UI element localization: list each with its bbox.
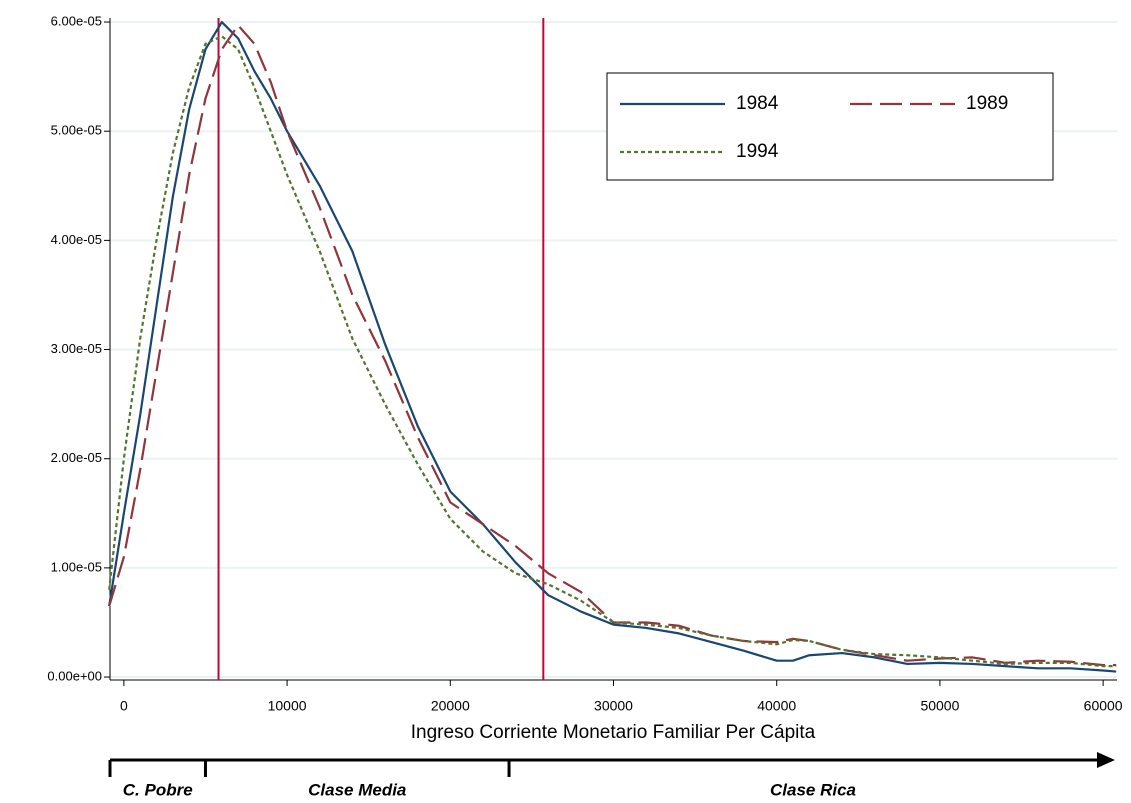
y-tick-label: 6.00e-05 (51, 13, 102, 28)
legend-label: 1984 (736, 93, 779, 114)
legend-box (606, 72, 1054, 181)
x-axis-label: Ingreso Corriente Monetario Familiar Per… (411, 722, 816, 743)
legend-label: 1989 (966, 93, 1008, 114)
arrow-head (1097, 752, 1115, 768)
x-tick-label: 60000 (1084, 698, 1123, 714)
series-line (108, 35, 1117, 668)
series-line (108, 24, 1117, 667)
class-label: Clase Rica (770, 780, 856, 799)
y-tick-label: 0.00e+00 (47, 668, 102, 683)
y-tick-label: 1.00e-05 (51, 559, 102, 574)
x-tick-label: 30000 (594, 698, 633, 714)
y-tick-label: 2.00e-05 (51, 450, 102, 465)
y-tick-label: 4.00e-05 (51, 232, 102, 247)
x-tick-label: 10000 (268, 698, 307, 714)
x-tick-label: 40000 (757, 698, 796, 714)
y-tick-label: 5.00e-05 (51, 123, 102, 138)
x-tick-label: 0 (120, 698, 128, 714)
legend-label: 1994 (736, 141, 779, 162)
x-tick-label: 20000 (431, 698, 470, 714)
class-label: C. Pobre (123, 780, 193, 799)
y-tick-label: 3.00e-05 (51, 341, 102, 356)
class-label: Clase Media (308, 780, 406, 799)
x-tick-label: 50000 (920, 698, 959, 714)
